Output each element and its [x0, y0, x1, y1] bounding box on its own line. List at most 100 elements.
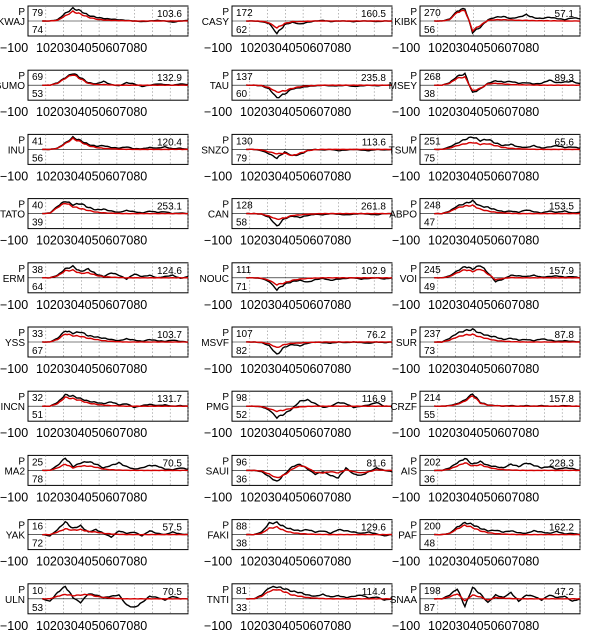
x-tick-label: 102030405060708​0 [36, 426, 147, 440]
x-tick-label: −100 [392, 619, 420, 633]
amplitude-bottom-label: 75 [424, 153, 436, 164]
phase-label: P [222, 392, 229, 403]
synthetic-trace [42, 74, 189, 87]
synthetic-trace [42, 528, 189, 536]
amplitude-top-label: 88 [236, 522, 248, 533]
synthetic-trace [246, 525, 393, 536]
phase-label: P [410, 585, 417, 596]
x-tick-label: 102030405060708​0 [240, 41, 351, 55]
amplitude-bottom-label: 64 [32, 282, 44, 293]
x-tick-label: 102030405060708​0 [240, 555, 351, 569]
x-tick-label: −100 [204, 619, 232, 633]
phase-label: P [410, 200, 417, 211]
x-tick-label: 102030405060708​0 [240, 105, 351, 119]
x-tick-label: 102030405060708​0 [36, 169, 147, 183]
panel-value-label: 160.5 [361, 9, 386, 20]
panel-gumo: 69 53 132.9 PGUMO −100 102030405060708​0 [0, 69, 189, 119]
station-label: AIS [401, 466, 417, 477]
observed-trace [434, 457, 581, 472]
phase-label: P [222, 264, 229, 275]
amplitude-bottom-label: 38 [424, 89, 436, 100]
panel-value-label: 129.6 [361, 523, 386, 534]
observed-trace [434, 199, 581, 215]
amplitude-top-label: 38 [32, 265, 44, 276]
phase-label: P [18, 135, 25, 146]
x-tick-label: −100 [204, 105, 232, 119]
amplitude-bottom-label: 79 [236, 153, 248, 164]
phase-label: P [222, 71, 229, 82]
station-label: TAU [210, 81, 229, 92]
amplitude-bottom-label: 33 [236, 603, 248, 614]
amplitude-bottom-label: 82 [236, 346, 248, 357]
amplitude-top-label: 200 [424, 522, 441, 533]
amplitude-top-label: 25 [32, 457, 44, 468]
x-tick-label: −100 [392, 41, 420, 55]
amplitude-bottom-label: 38 [236, 539, 248, 550]
phase-label: P [222, 328, 229, 339]
synthetic-trace [246, 84, 393, 94]
x-tick-label: −100 [204, 234, 232, 248]
amplitude-bottom-label: 47 [424, 218, 436, 229]
synthetic-trace [434, 395, 581, 408]
phase-label: P [222, 7, 229, 18]
amplitude-top-label: 130 [236, 136, 253, 147]
x-tick-label: 102030405060708​0 [36, 619, 147, 633]
observed-trace [246, 585, 393, 601]
station-label: NOUC [200, 274, 229, 285]
x-tick-label: 102030405060708​0 [240, 169, 351, 183]
amplitude-top-label: 268 [424, 72, 441, 83]
amplitude-top-label: 251 [424, 136, 441, 147]
phase-label: P [18, 521, 25, 532]
x-tick-label: 102030405060708​0 [36, 298, 147, 312]
observed-trace [434, 72, 581, 94]
panel-value-label: 89.3 [555, 73, 575, 84]
x-tick-label: −100 [392, 234, 420, 248]
amplitude-top-label: 270 [424, 8, 441, 19]
synthetic-trace [434, 333, 581, 343]
panel-value-label: 261.8 [361, 202, 386, 213]
phase-label: P [410, 392, 417, 403]
station-label: MA2 [4, 466, 25, 477]
panel-value-label: 102.9 [361, 266, 386, 277]
amplitude-top-label: 96 [236, 457, 248, 468]
station-label: CASY [202, 17, 230, 28]
synthetic-trace [246, 212, 393, 221]
phase-label: P [222, 521, 229, 532]
x-tick-label: 102030405060708​0 [428, 105, 539, 119]
x-tick-label: −100 [0, 555, 28, 569]
observed-trace [42, 457, 189, 472]
amplitude-bottom-label: 60 [236, 89, 248, 100]
amplitude-bottom-label: 53 [32, 89, 44, 100]
phase-label: P [18, 7, 25, 18]
amplitude-top-label: 40 [32, 201, 44, 212]
synthetic-trace [246, 148, 393, 157]
amplitude-top-label: 16 [32, 522, 44, 533]
amplitude-bottom-label: 71 [236, 282, 248, 293]
synthetic-trace [42, 268, 189, 279]
amplitude-top-label: 33 [32, 329, 44, 340]
x-tick-label: −100 [0, 105, 28, 119]
phase-label: P [410, 521, 417, 532]
panel-value-label: 103.6 [157, 9, 182, 20]
amplitude-bottom-label: 72 [32, 539, 44, 550]
amplitude-bottom-label: 49 [424, 282, 436, 293]
x-tick-label: 102030405060708​0 [240, 298, 351, 312]
panel-value-label: 131.7 [157, 394, 182, 405]
phase-label: P [18, 456, 25, 467]
amplitude-top-label: 202 [424, 457, 441, 468]
x-tick-label: −100 [204, 490, 232, 504]
station-label: KWAJ [0, 17, 25, 28]
amplitude-bottom-label: 73 [424, 346, 436, 357]
amplitude-bottom-label: 36 [424, 474, 436, 485]
